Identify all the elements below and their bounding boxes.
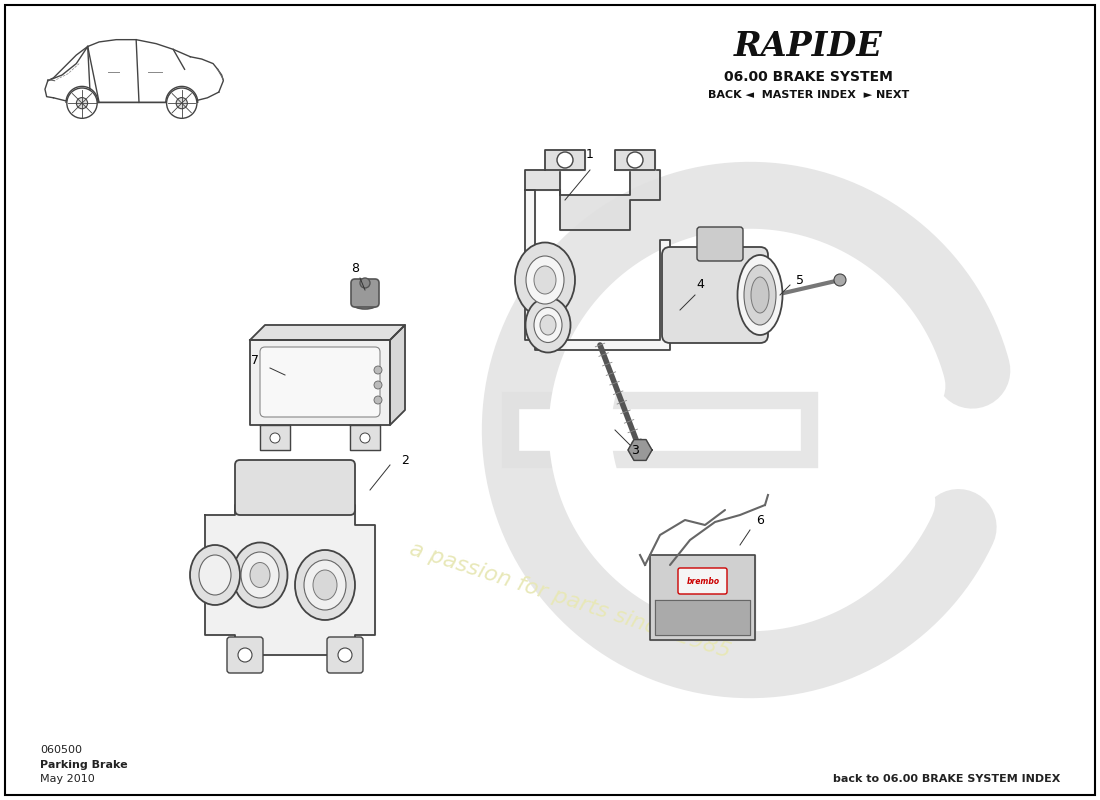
Ellipse shape bbox=[515, 242, 575, 318]
Ellipse shape bbox=[526, 298, 571, 353]
Circle shape bbox=[557, 152, 573, 168]
Polygon shape bbox=[260, 425, 290, 450]
Ellipse shape bbox=[304, 560, 346, 610]
Text: May 2010: May 2010 bbox=[40, 774, 95, 784]
Text: Parking Brake: Parking Brake bbox=[40, 760, 128, 770]
FancyBboxPatch shape bbox=[260, 347, 379, 417]
Ellipse shape bbox=[534, 307, 562, 342]
Circle shape bbox=[76, 98, 88, 109]
Circle shape bbox=[374, 381, 382, 389]
Polygon shape bbox=[390, 325, 405, 425]
Ellipse shape bbox=[314, 570, 337, 600]
FancyBboxPatch shape bbox=[697, 227, 742, 261]
Circle shape bbox=[338, 648, 352, 662]
Polygon shape bbox=[628, 440, 652, 460]
Polygon shape bbox=[205, 505, 375, 655]
Circle shape bbox=[834, 274, 846, 286]
Text: 8: 8 bbox=[351, 262, 359, 274]
Text: 5: 5 bbox=[796, 274, 804, 286]
Polygon shape bbox=[525, 170, 660, 230]
Text: 3: 3 bbox=[631, 443, 639, 457]
Text: RAPIDE: RAPIDE bbox=[734, 30, 883, 63]
Ellipse shape bbox=[352, 297, 378, 309]
Text: a passion for parts since 1985: a passion for parts since 1985 bbox=[407, 538, 733, 662]
Ellipse shape bbox=[241, 552, 279, 598]
Circle shape bbox=[627, 152, 644, 168]
Text: brembo: brembo bbox=[686, 578, 719, 586]
Circle shape bbox=[374, 366, 382, 374]
Circle shape bbox=[238, 648, 252, 662]
Ellipse shape bbox=[190, 545, 240, 605]
FancyBboxPatch shape bbox=[327, 637, 363, 673]
Polygon shape bbox=[250, 340, 390, 425]
Polygon shape bbox=[544, 150, 585, 170]
Text: 7: 7 bbox=[251, 354, 258, 366]
Ellipse shape bbox=[744, 265, 775, 325]
Ellipse shape bbox=[534, 266, 556, 294]
FancyBboxPatch shape bbox=[678, 568, 727, 594]
FancyBboxPatch shape bbox=[235, 460, 355, 515]
Circle shape bbox=[67, 88, 97, 118]
Text: 4: 4 bbox=[696, 278, 704, 291]
Circle shape bbox=[374, 396, 382, 404]
Text: 6: 6 bbox=[756, 514, 763, 526]
Ellipse shape bbox=[250, 562, 270, 587]
Polygon shape bbox=[650, 555, 755, 640]
Ellipse shape bbox=[232, 542, 287, 607]
Polygon shape bbox=[615, 150, 654, 170]
Ellipse shape bbox=[737, 255, 782, 335]
Polygon shape bbox=[250, 325, 405, 340]
Text: back to 06.00 BRAKE SYSTEM INDEX: back to 06.00 BRAKE SYSTEM INDEX bbox=[833, 774, 1060, 784]
Circle shape bbox=[360, 433, 370, 443]
Circle shape bbox=[270, 433, 280, 443]
Ellipse shape bbox=[526, 256, 564, 304]
Text: 060500: 060500 bbox=[40, 745, 82, 755]
Ellipse shape bbox=[751, 277, 769, 313]
Text: 1: 1 bbox=[586, 149, 594, 162]
Circle shape bbox=[176, 98, 187, 109]
FancyBboxPatch shape bbox=[227, 637, 263, 673]
Text: 2: 2 bbox=[402, 454, 409, 466]
Circle shape bbox=[166, 88, 197, 118]
Ellipse shape bbox=[199, 555, 231, 595]
Ellipse shape bbox=[540, 315, 556, 335]
Polygon shape bbox=[525, 190, 670, 350]
Text: 06.00 BRAKE SYSTEM: 06.00 BRAKE SYSTEM bbox=[724, 70, 893, 84]
Polygon shape bbox=[654, 600, 750, 635]
Circle shape bbox=[360, 278, 370, 288]
Text: BACK ◄  MASTER INDEX  ► NEXT: BACK ◄ MASTER INDEX ► NEXT bbox=[708, 90, 909, 100]
FancyBboxPatch shape bbox=[351, 279, 380, 307]
Ellipse shape bbox=[295, 550, 355, 620]
FancyBboxPatch shape bbox=[662, 247, 768, 343]
Polygon shape bbox=[350, 425, 380, 450]
